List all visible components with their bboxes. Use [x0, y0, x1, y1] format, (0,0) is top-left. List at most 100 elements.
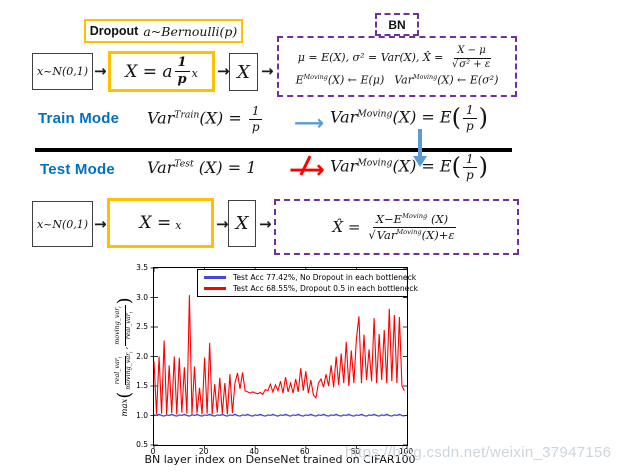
test-rhs-den: p	[465, 167, 474, 182]
bn-formula-line2: EMoving(X) ← E(μ) VarMoving(X) ← E(σ²)	[296, 73, 499, 87]
arrow-right-icon: →	[259, 215, 272, 233]
x-output-box: X	[229, 53, 258, 91]
test-mode-label: Test Mode	[40, 161, 115, 178]
legend-label-no-dropout: Test Acc 77.42%, No Dropout in each bott…	[233, 273, 417, 282]
legend-line-blue-icon	[204, 276, 226, 279]
x-tick-label: 80	[350, 447, 361, 456]
train-lhs-sup: Train	[174, 109, 200, 121]
normalize-num-tail: (X)	[427, 212, 449, 227]
ylabel-sub: i	[118, 306, 124, 308]
x-axis-label: BN layer index on DenseNet trained on CI…	[144, 453, 416, 466]
watermark: https://blog.csdn.net/weixin_37947156	[345, 444, 612, 461]
arrow-right-icon: →	[261, 62, 274, 80]
x-output-text: X	[237, 61, 250, 83]
train-test-divider	[35, 148, 512, 152]
y-tick-label: 1.5	[136, 381, 148, 390]
down-arrow-icon	[418, 129, 422, 157]
bn-line1-num: X − μ	[454, 46, 489, 59]
down-arrow-head-icon	[413, 156, 427, 167]
test-rhs-lparen: (	[451, 152, 461, 181]
train-rhs-num: 1	[462, 104, 477, 119]
train-rhs-mid: (X) = E	[392, 107, 452, 127]
normalize-lhs: X̂ =	[332, 218, 361, 236]
train-lhs-den: p	[251, 119, 260, 134]
identity-rhs: x	[175, 218, 182, 232]
test-formula-lhs: VarTest (X) = 1	[147, 158, 256, 177]
x-tick-label: 0	[150, 447, 156, 456]
legend-line-red-icon	[204, 287, 226, 290]
ylabel-sub: i	[129, 311, 135, 314]
bn-line1-pre: μ = E(X), σ² = Var(X), X̂ =	[297, 51, 444, 65]
input-distribution-text-2: x~N(0,1)	[36, 217, 89, 231]
bn-formula-line1: μ = E(X), σ² = Var(X), X̂ = X − μ √σ² + …	[298, 46, 496, 70]
transform-rhs: x	[191, 67, 198, 80]
y-tick-label: 0.5	[136, 440, 148, 449]
train-rhs-sup: Moving	[357, 108, 393, 120]
input-distribution-box: x~N(0,1)	[32, 53, 93, 90]
x-output-text-2: X	[235, 213, 249, 234]
test-rhs-rparen: )	[478, 152, 489, 181]
input-distribution-text: x~N(0,1)	[36, 65, 89, 78]
chart-canvas	[150, 267, 408, 449]
transform-lhs: X = a	[125, 61, 173, 82]
chart: Test Acc 77.42%, No Dropout in each bott…	[0, 258, 630, 473]
bn-line2-mid2: (X) ← E(σ²)	[437, 73, 499, 87]
train-lhs-num: 1	[248, 105, 263, 120]
normalize-formula-box: X̂ = X−EMoving (X) √VarMoving(X)+ε	[274, 199, 519, 255]
bn-line2-e: E	[295, 73, 304, 87]
y-tick-label: 2.0	[136, 351, 148, 361]
bn-formula-box: μ = E(X), σ² = Var(X), X̂ = X − μ √σ² + …	[277, 36, 517, 97]
test-rhs-base: Var	[330, 156, 358, 176]
ylabel-comma: ,	[120, 346, 130, 350]
identity-transform-box: X = x	[107, 198, 214, 248]
normalize-den-sup: Moving	[396, 227, 422, 236]
test-rhs-sup: Moving	[357, 157, 393, 169]
test-lhs-mid: (X) = 1	[193, 158, 257, 177]
test-lhs-base: Var	[147, 158, 175, 177]
y-tick-label: 3.5	[136, 263, 148, 272]
transform-frac-den: p	[177, 72, 187, 87]
normalize-num-base: X−E	[375, 212, 403, 227]
radical-sign: √	[368, 227, 376, 242]
x-tick-label: 60	[300, 447, 310, 456]
identity-lhs: X =	[139, 213, 172, 233]
normalize-den-base: Var	[376, 227, 397, 242]
arrow-right-icon: →	[217, 62, 230, 80]
train-lhs-mid: (X) =	[199, 108, 242, 128]
train-implies-arrow-icon: ⟶	[294, 111, 325, 135]
arrow-right-icon: →	[94, 215, 107, 233]
radical-sign: √	[451, 58, 459, 70]
bn-tab: BN	[375, 13, 419, 36]
bn-tab-label: BN	[388, 17, 406, 32]
dropout-label-math: a~Bernoulli(p)	[143, 23, 238, 39]
dropout-label-box: Dropout a~Bernoulli(p)	[84, 19, 243, 43]
arrow-right-icon: →	[216, 215, 229, 233]
normalize-den-tail: (X)+ε	[421, 227, 455, 242]
legend-label-dropout: Test Acc 68.55%, Dropout 0.5 in each bot…	[233, 284, 418, 293]
bn-line2-sup1: Moving	[303, 73, 328, 82]
x-output-box-2: X	[228, 200, 256, 247]
legend-item-no-dropout: Test Acc 77.42%, No Dropout in each bott…	[204, 272, 416, 283]
x-tick-label: 20	[198, 447, 209, 456]
train-rhs-lparen: (	[451, 103, 461, 132]
arrow-right-icon: →	[94, 62, 107, 80]
chart-legend: Test Acc 77.42%, No Dropout in each bott…	[197, 269, 418, 297]
train-lhs-base: Var	[147, 108, 175, 128]
x-tick-label: 40	[249, 447, 259, 456]
transform-frac-num: 1	[174, 56, 190, 72]
x-tick-label: 100	[398, 447, 414, 456]
normalize-num-sup: Moving	[402, 212, 428, 221]
bn-line2-var: Var	[394, 73, 414, 87]
train-mode-label: Train Mode	[38, 110, 120, 127]
y-tick-label: 1.0	[136, 410, 148, 420]
dropout-transform-box: X = a 1 p x	[108, 51, 215, 92]
train-rhs-den: p	[465, 118, 474, 133]
test-formula-rhs: VarMoving(X) = E(1 p)	[330, 153, 488, 181]
test-rhs-num: 1	[462, 153, 477, 168]
y-tick-label: 3.0	[136, 292, 148, 302]
legend-item-dropout: Test Acc 68.55%, Dropout 0.5 in each bot…	[204, 283, 418, 294]
bn-line2-sup2: Moving	[413, 73, 438, 82]
test-lhs-sup: Test	[174, 158, 194, 170]
